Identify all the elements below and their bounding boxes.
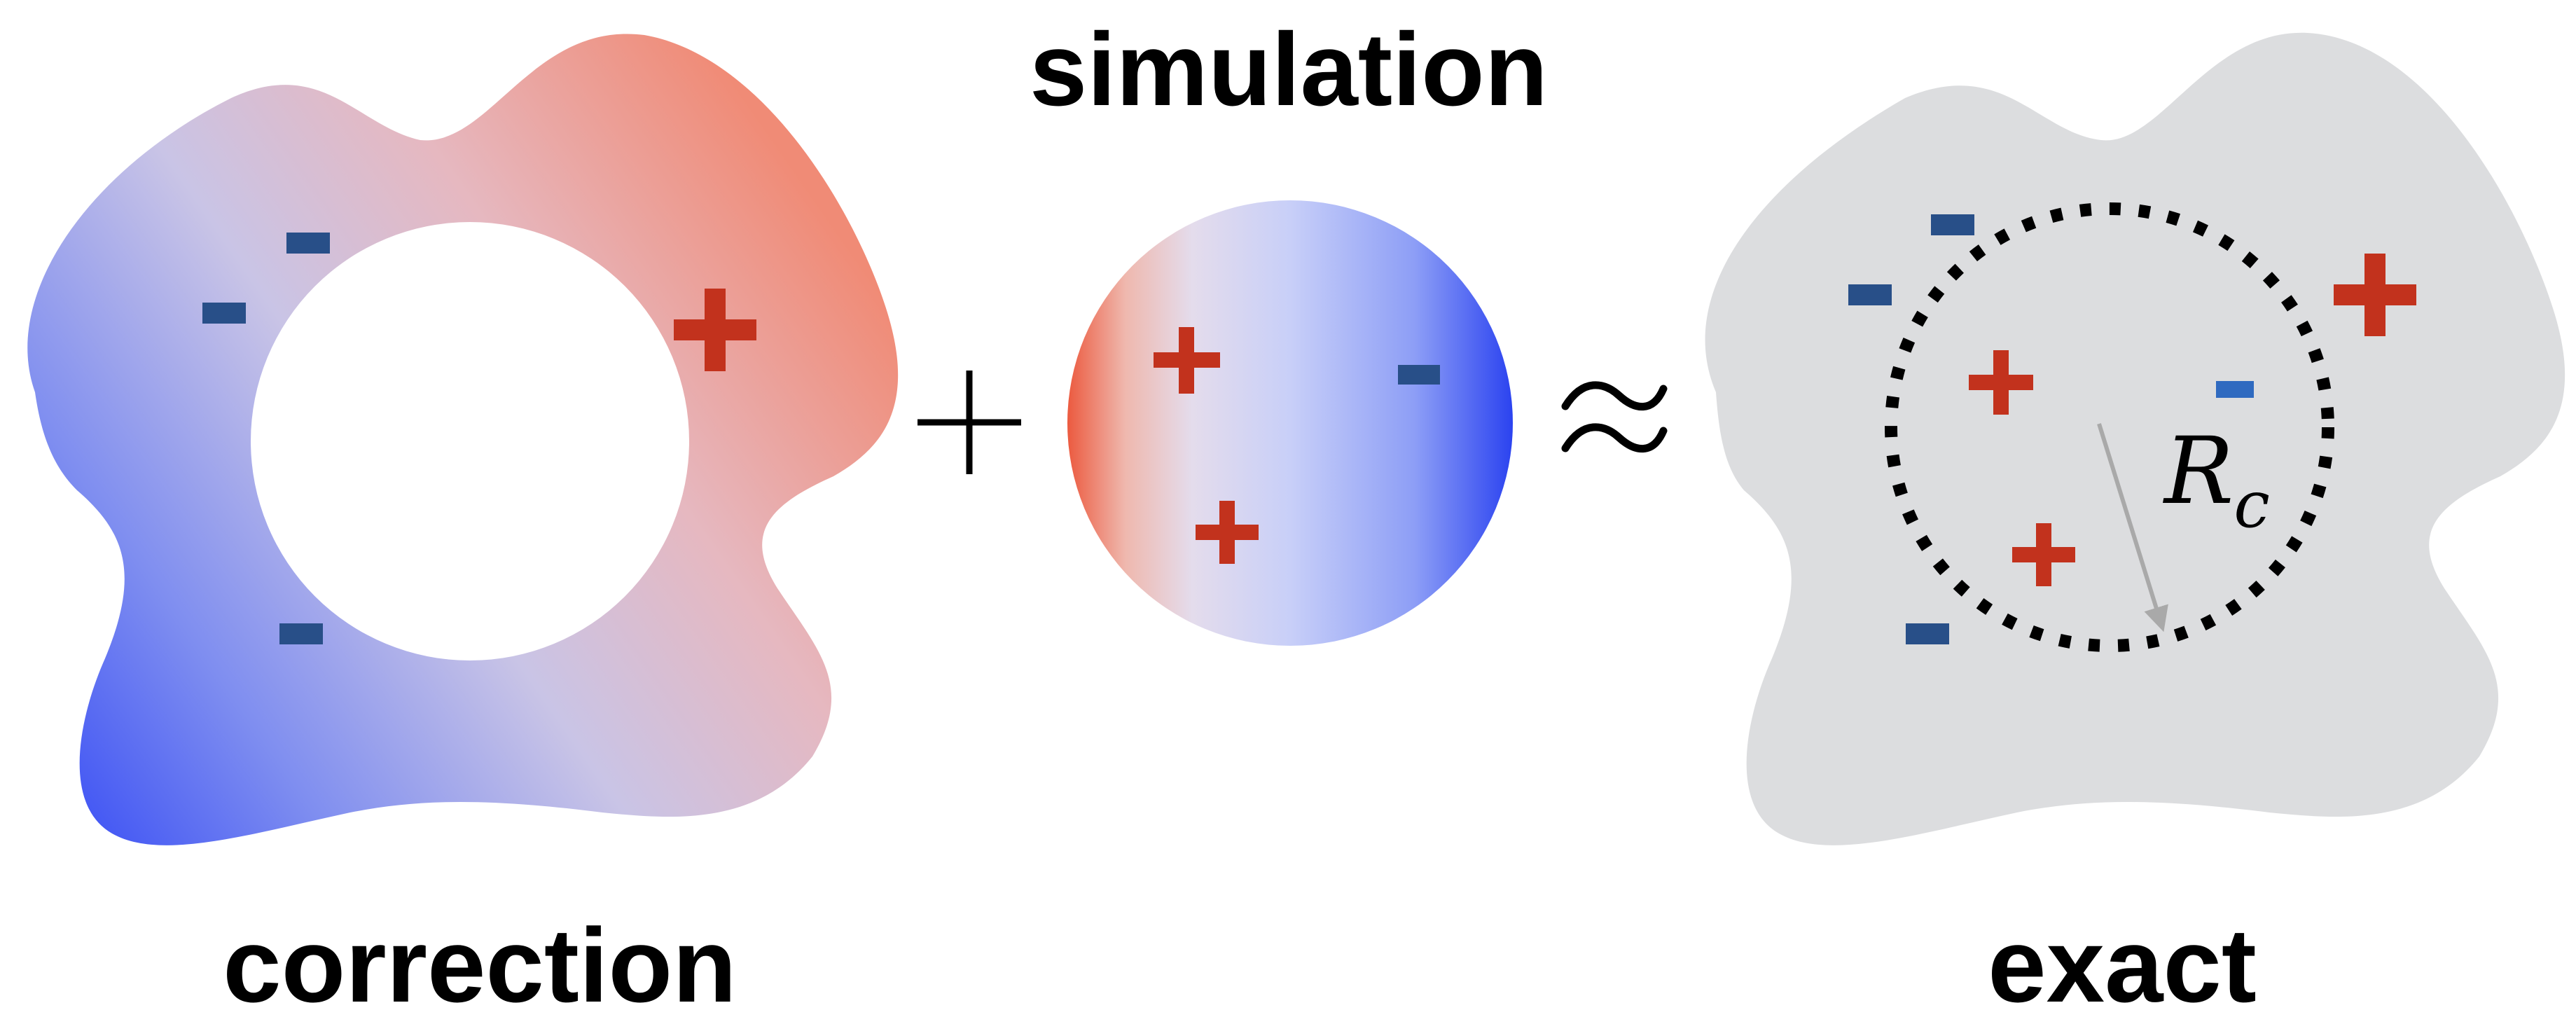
radius-label-sub: c [2234, 467, 2270, 542]
cutoff-circle [1885, 202, 2334, 652]
plus-operator-icon [917, 371, 1021, 474]
negative-charge [1906, 623, 1949, 644]
approx-operator-icon [1561, 381, 1668, 453]
radius-label: Rc [2163, 417, 2270, 542]
negative-charge [1398, 365, 1440, 385]
radius-label-main: R [2163, 417, 2234, 525]
positive-charge [1969, 350, 2033, 415]
negative-charge [286, 233, 330, 254]
positive-charge [1196, 501, 1259, 564]
correction-label: correction [223, 906, 737, 1017]
radius-arrow-icon [2097, 423, 2168, 632]
exact-blob [1705, 32, 2565, 845]
negative-charge [1848, 284, 1892, 305]
simulation-sphere [1067, 200, 1513, 646]
negative-charge [2216, 381, 2254, 398]
correction-blob [27, 34, 899, 845]
correction-region [27, 34, 899, 845]
negative-charge [1931, 214, 1974, 235]
exact-region: Rc [1705, 32, 2565, 845]
positive-charge [1154, 327, 1220, 394]
exact-label: exact [1988, 906, 2257, 1017]
negative-charge [202, 303, 246, 324]
negative-charge [279, 623, 323, 644]
simulation-region [1067, 200, 1513, 646]
positive-charge [2012, 523, 2075, 586]
positive-charge [2334, 254, 2416, 336]
simulation-label: simulation [1030, 12, 1548, 127]
positive-charge [674, 289, 756, 371]
